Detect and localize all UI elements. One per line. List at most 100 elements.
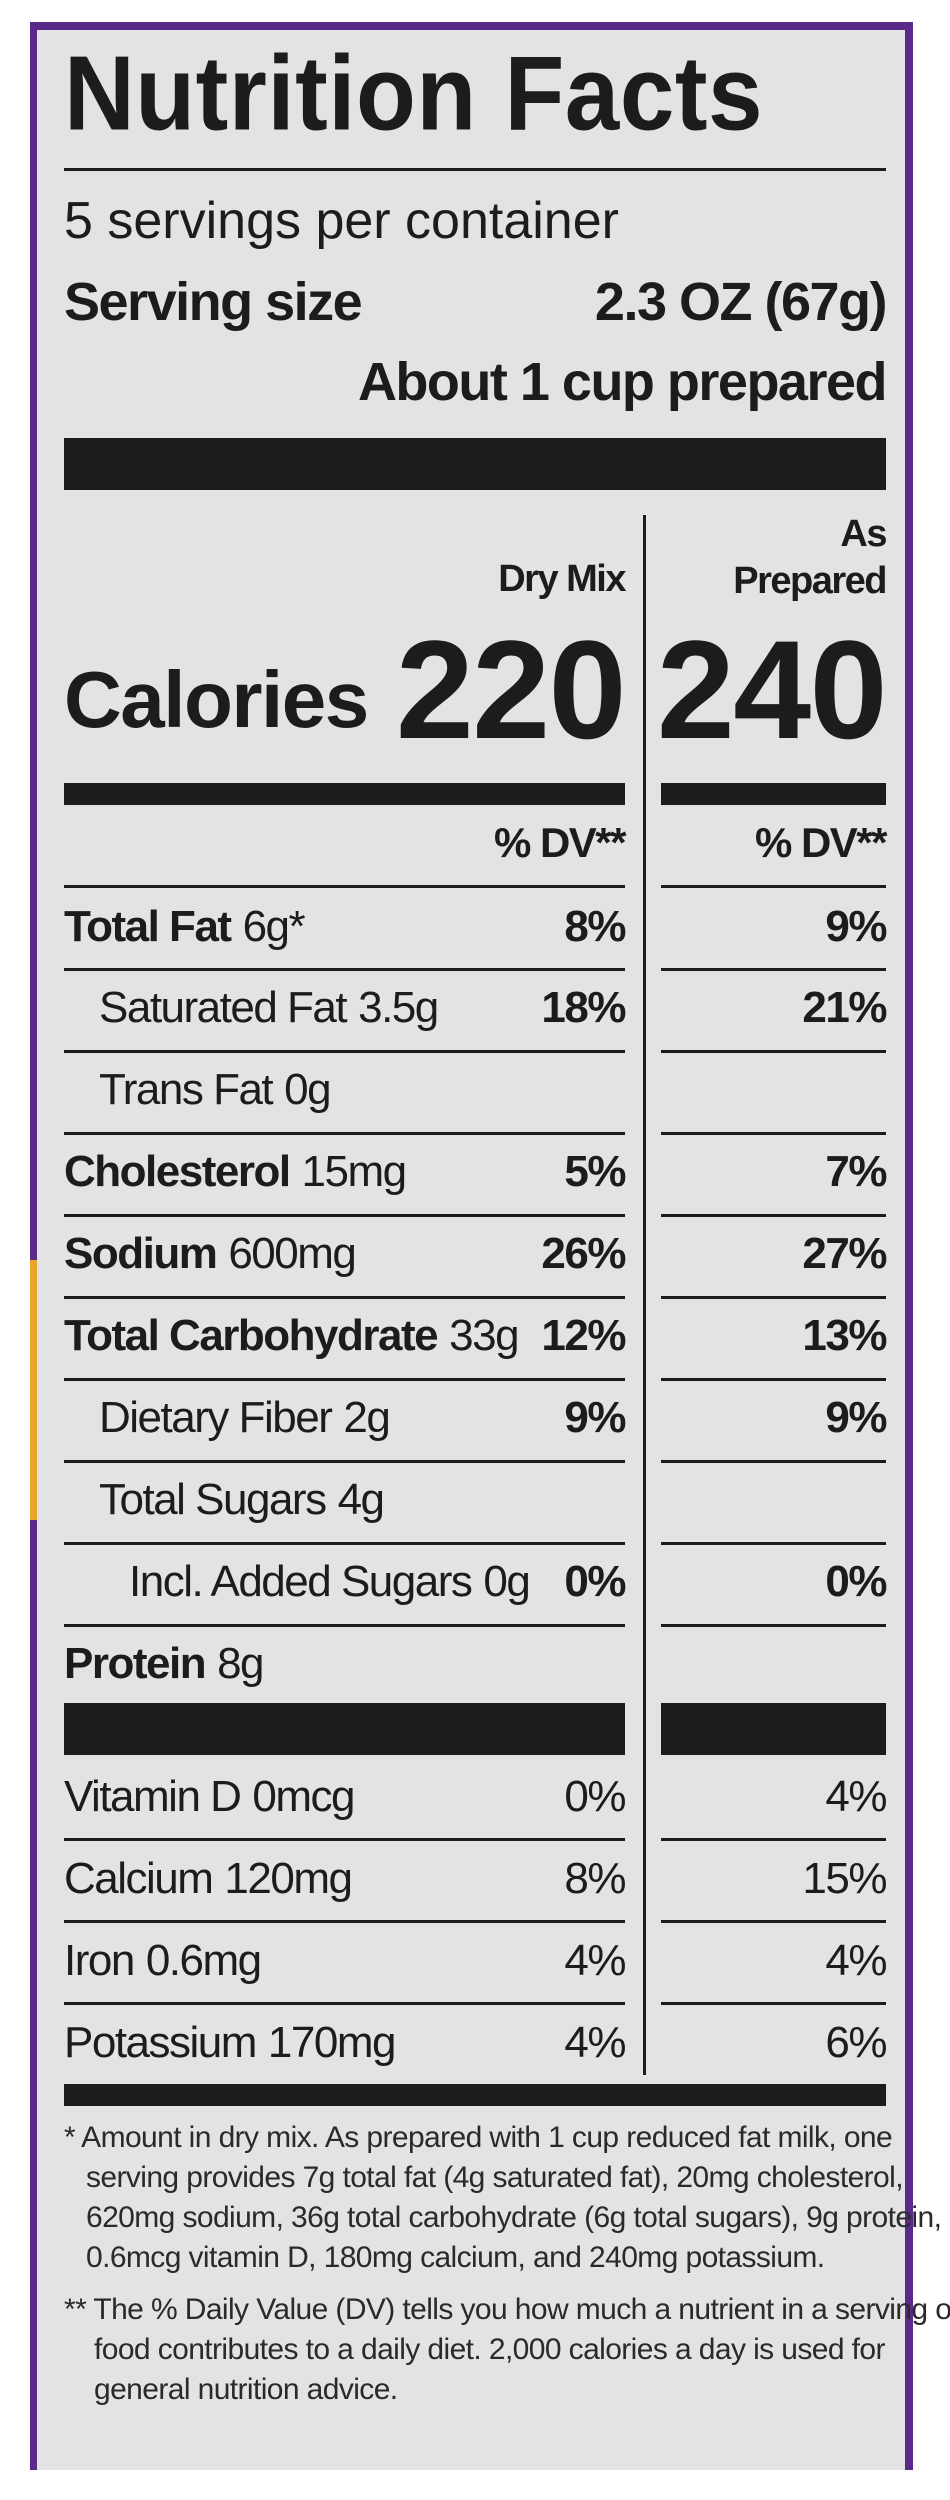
footnote-line: general nutrition advice. (94, 2373, 398, 2406)
vitamin-divider-left (64, 1838, 625, 1841)
vitamin-row-label: Iron 0.6mg (64, 1936, 262, 1985)
thick-divider-top (64, 438, 886, 490)
package-border-top (30, 22, 913, 30)
nutrient-amount: 33g (449, 1311, 519, 1360)
calories-as-prepared: 240 (656, 611, 888, 768)
vitamin-name: Iron (64, 1936, 135, 1985)
nutrient-name: Incl. Added Sugars (129, 1557, 473, 1606)
vitamin-dv-dry: 8% (564, 1854, 626, 1903)
row-divider-right (661, 1214, 886, 1217)
vitamin-divider-left (64, 2002, 625, 2005)
title-divider (64, 168, 886, 171)
nutrient-amount: 600mg (228, 1229, 357, 1278)
nutrient-name: Total Carbohydrate (64, 1311, 439, 1360)
vitamin-dv-dry: 0% (564, 1772, 626, 1821)
nutrient-row-label: Total Carbohydrate 33g (64, 1311, 520, 1360)
row-divider-right (661, 885, 886, 888)
vitamin-amount: 120mg (224, 1854, 353, 1903)
nutrient-name: Protein (64, 1639, 207, 1688)
row-divider-right (661, 968, 886, 971)
footnote-line: 620mg sodium, 36g total carbohydrate (6g… (86, 2201, 942, 2234)
footnote-line: serving provides 7g total fat (4g satura… (86, 2161, 904, 2194)
nutrient-dv-prepared: 7% (825, 1147, 887, 1196)
serving-size-label: Serving size (64, 272, 363, 332)
vitamin-amount: 170mg (267, 2018, 397, 2067)
row-divider-left (64, 1132, 625, 1135)
dv-header-dry: % DV** (493, 819, 627, 866)
package-border-left (30, 30, 37, 2470)
column-header-dry-mix: Dry Mix (498, 558, 626, 600)
nutrient-amount: 3.5g (358, 983, 439, 1032)
row-divider-left (64, 1542, 625, 1545)
vitamin-dv-dry: 4% (564, 2018, 626, 2067)
thick-divider-vitamins-right (661, 1703, 886, 1755)
column-header-prepared: Prepared (733, 560, 887, 602)
nutrient-amount: 8g (217, 1639, 264, 1688)
nutrient-name: Cholesterol (64, 1147, 291, 1196)
nutrient-row-label: Total Sugars 4g (99, 1475, 385, 1524)
column-divider (643, 515, 646, 2075)
nutrient-row-label: Total Fat 6g* (64, 905, 306, 949)
row-divider-right (661, 1296, 886, 1299)
package-accent-stripe (30, 1260, 37, 1520)
nutrient-row-label: Trans Fat 0g (99, 1065, 332, 1114)
vitamin-dv-prepared: 6% (825, 2018, 887, 2067)
nutrient-dv-dry: 8% (564, 902, 626, 951)
nutrient-dv-dry: 12% (541, 1311, 626, 1360)
calories-dry-mix: 220 (395, 611, 627, 768)
vitamin-divider-right (661, 2002, 886, 2005)
nutrient-dv-dry: 0% (564, 1557, 626, 1606)
nutrition-label-panel (37, 30, 905, 2470)
vitamin-name: Vitamin D (64, 1772, 242, 1821)
row-divider-left (64, 1624, 625, 1627)
serving-size-value: 2.3 OZ (67g) (594, 272, 888, 332)
dv-header-prepared: % DV** (754, 819, 888, 866)
row-divider-right (661, 1378, 886, 1381)
calories-label: Calories (64, 655, 369, 744)
vitamin-dv-prepared: 15% (802, 1854, 887, 1903)
row-divider-left (64, 968, 625, 971)
footnote-line: 0.6mcg vitamin D, 180mg calcium, and 240… (86, 2241, 825, 2274)
row-divider-left (64, 1296, 625, 1299)
nutrient-name: Sodium (64, 1229, 218, 1278)
nutrient-dv-prepared: 9% (825, 1393, 887, 1442)
nutrient-row-label: Incl. Added Sugars 0g (129, 1557, 531, 1606)
nutrient-name: Dietary Fiber (99, 1393, 333, 1442)
nutrient-name: Total Sugars (99, 1475, 327, 1524)
nutrient-amount: 2g (343, 1393, 390, 1442)
nutrient-dv-dry: 18% (541, 983, 626, 1032)
nutrient-name: Saturated Fat (99, 983, 348, 1032)
row-divider-left (64, 1050, 625, 1053)
nutrient-amount: 0g (483, 1557, 530, 1606)
footnote-line: * Amount in dry mix. As prepared with 1 … (64, 2121, 893, 2154)
vitamin-row-label: Calcium 120mg (64, 1854, 353, 1903)
vitamin-amount: 0mcg (252, 1772, 355, 1821)
vitamin-row-label: Vitamin D 0mcg (64, 1772, 356, 1821)
package-border-right (905, 30, 913, 2470)
nutrient-dv-prepared: 13% (802, 1311, 887, 1360)
row-divider-right (661, 1050, 886, 1053)
row-divider-right (661, 1460, 886, 1463)
nutrient-amount: 15mg (301, 1147, 408, 1196)
calories-divider-left (64, 783, 625, 805)
vitamin-dv-prepared: 4% (825, 1936, 887, 1985)
servings-per-container: 5 servings per container (64, 192, 619, 250)
vitamin-row-label: Potassium 170mg (64, 2018, 397, 2067)
serving-size-prepared: About 1 cup prepared (357, 352, 888, 412)
vitamin-name: Calcium (64, 1854, 214, 1903)
nutrient-row-label: Saturated Fat 3.5g (99, 983, 439, 1032)
nutrient-dv-dry: 5% (564, 1147, 626, 1196)
vitamin-divider-left (64, 1920, 625, 1923)
nutrient-row-label: Sodium 600mg (64, 1229, 357, 1278)
vitamin-name: Potassium (64, 2018, 257, 2067)
row-divider-left (64, 1214, 625, 1217)
nutrient-name: Trans Fat (99, 1065, 274, 1114)
nutrient-dv-prepared: 27% (802, 1229, 887, 1278)
calories-divider-right (661, 783, 886, 805)
row-divider-left (64, 1378, 625, 1381)
footnote-line: ** The % Daily Value (DV) tells you how … (64, 2293, 950, 2326)
nutrient-dv-prepared: 0% (825, 1557, 887, 1606)
vitamin-dv-dry: 4% (564, 1936, 626, 1985)
vitamin-dv-prepared: 4% (825, 1772, 887, 1821)
nutrient-row-label: Dietary Fiber 2g (99, 1393, 391, 1442)
